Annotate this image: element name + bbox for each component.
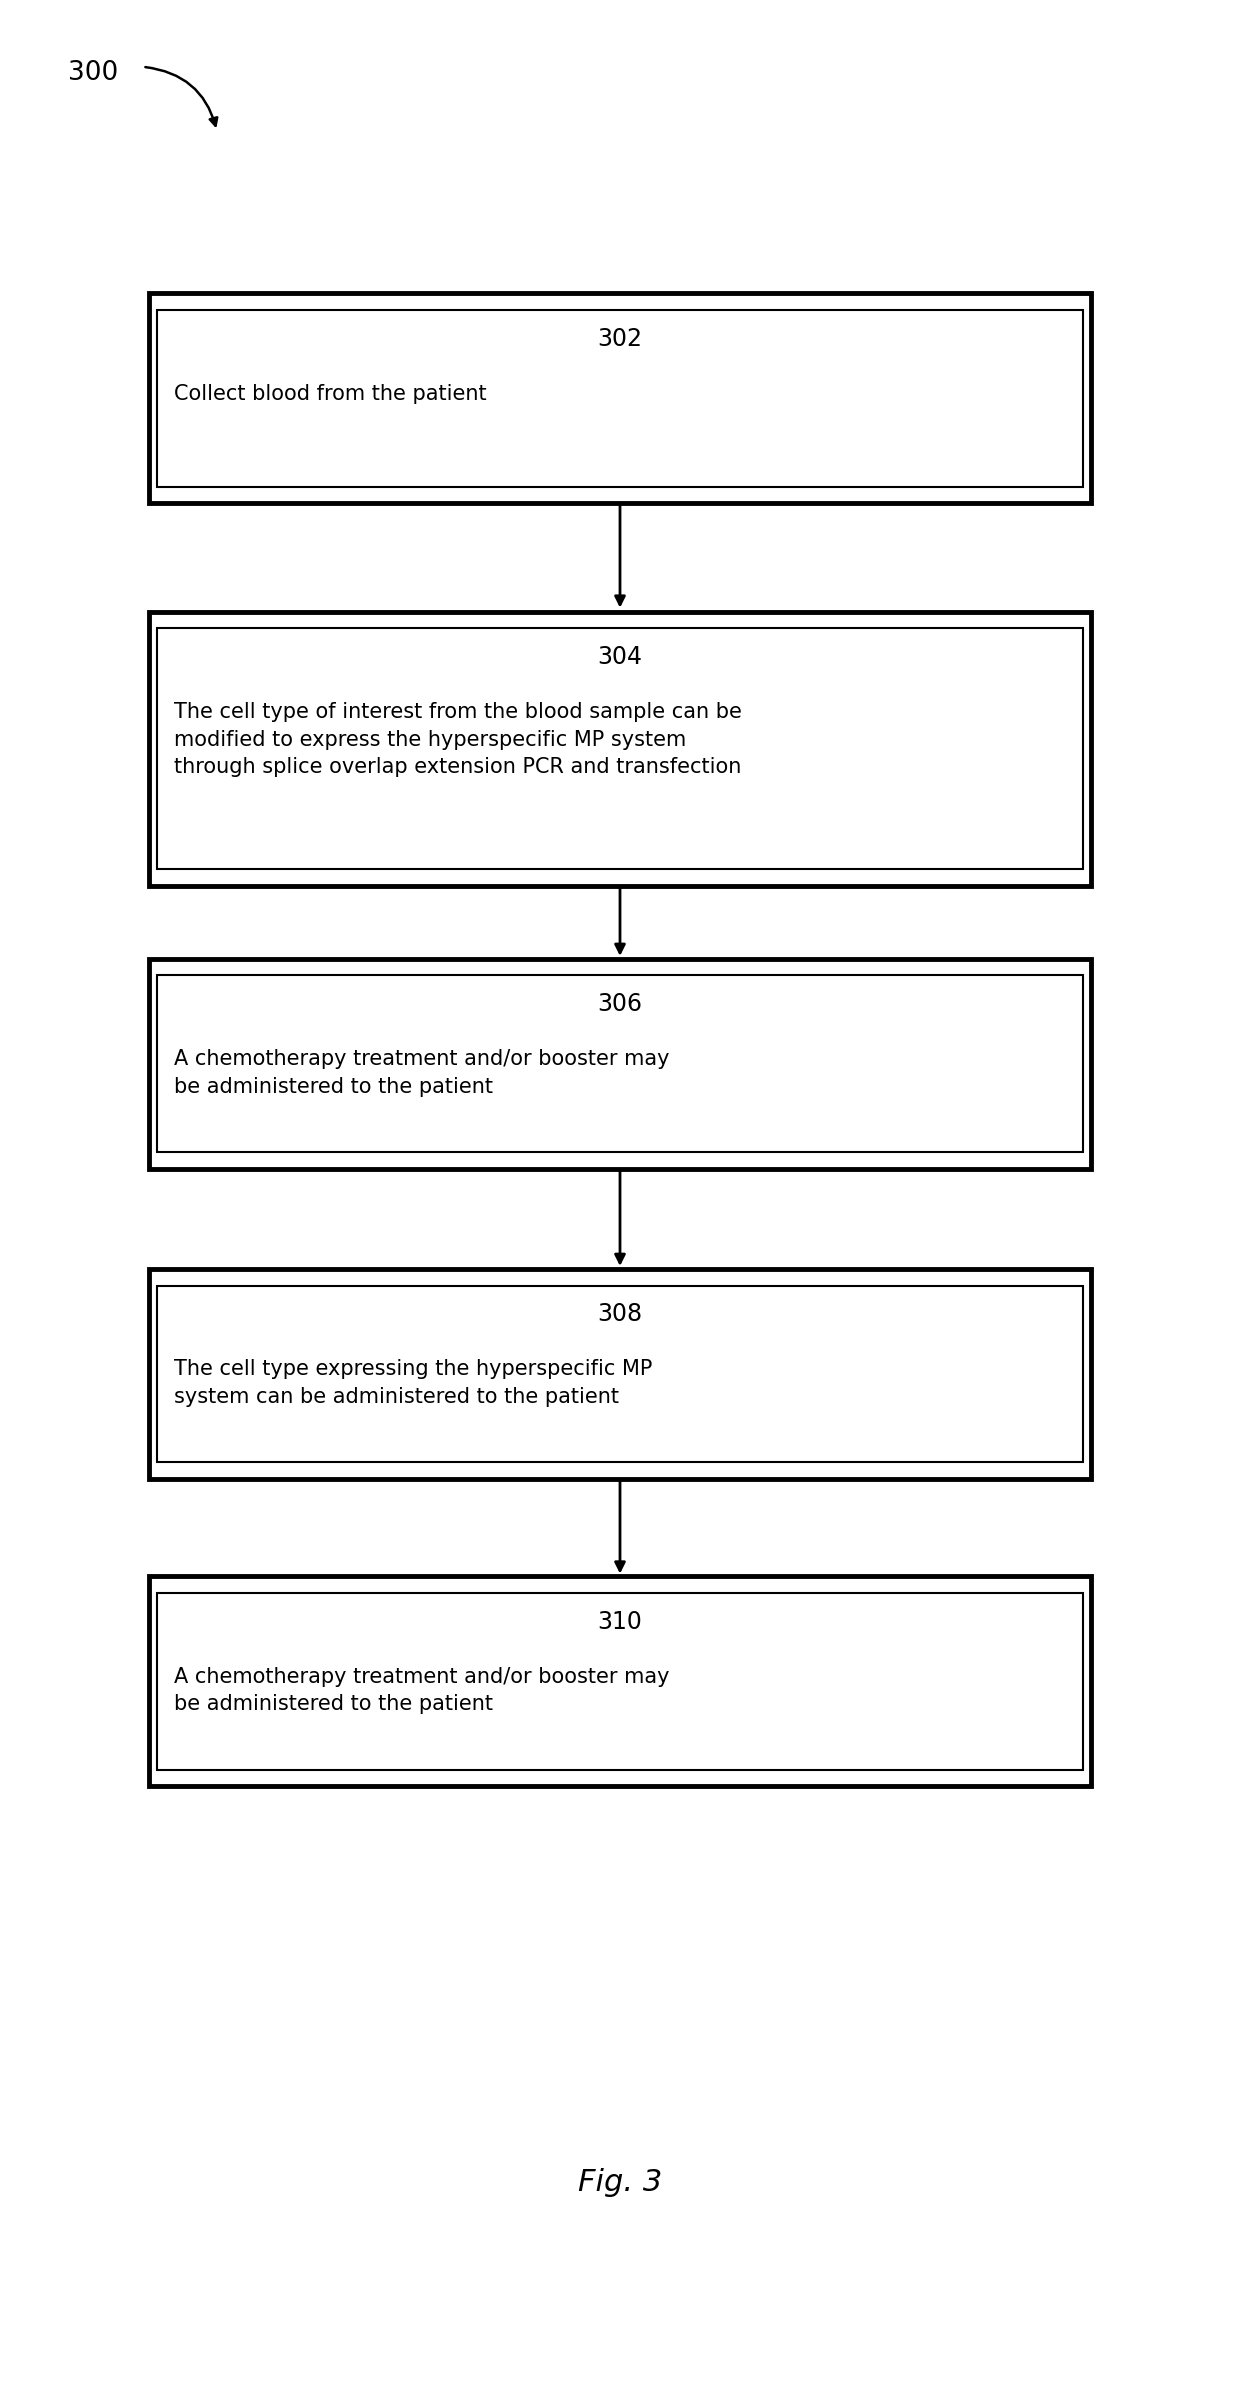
FancyBboxPatch shape <box>157 310 1083 487</box>
Text: Fig. 3: Fig. 3 <box>578 2168 662 2197</box>
FancyBboxPatch shape <box>157 630 1083 868</box>
FancyBboxPatch shape <box>157 1593 1083 1770</box>
FancyBboxPatch shape <box>149 959 1091 1169</box>
Text: A chemotherapy treatment and/or booster may
be administered to the patient: A chemotherapy treatment and/or booster … <box>174 1667 670 1715</box>
Text: 304: 304 <box>598 644 642 670</box>
FancyBboxPatch shape <box>149 611 1091 885</box>
Text: 300: 300 <box>68 60 119 86</box>
Text: A chemotherapy treatment and/or booster may
be administered to the patient: A chemotherapy treatment and/or booster … <box>174 1049 670 1097</box>
FancyBboxPatch shape <box>149 1269 1091 1479</box>
Text: Collect blood from the patient: Collect blood from the patient <box>174 384 486 403</box>
Text: 310: 310 <box>598 1610 642 1634</box>
Text: 306: 306 <box>598 992 642 1016</box>
Text: The cell type of interest from the blood sample can be
modified to express the h: The cell type of interest from the blood… <box>174 701 742 778</box>
FancyBboxPatch shape <box>149 1576 1091 1786</box>
FancyBboxPatch shape <box>149 293 1091 503</box>
Text: The cell type expressing the hyperspecific MP
system can be administered to the : The cell type expressing the hyperspecif… <box>174 1359 652 1407</box>
FancyBboxPatch shape <box>157 1286 1083 1462</box>
Text: 302: 302 <box>598 327 642 351</box>
FancyBboxPatch shape <box>157 975 1083 1152</box>
Text: 308: 308 <box>598 1302 642 1326</box>
